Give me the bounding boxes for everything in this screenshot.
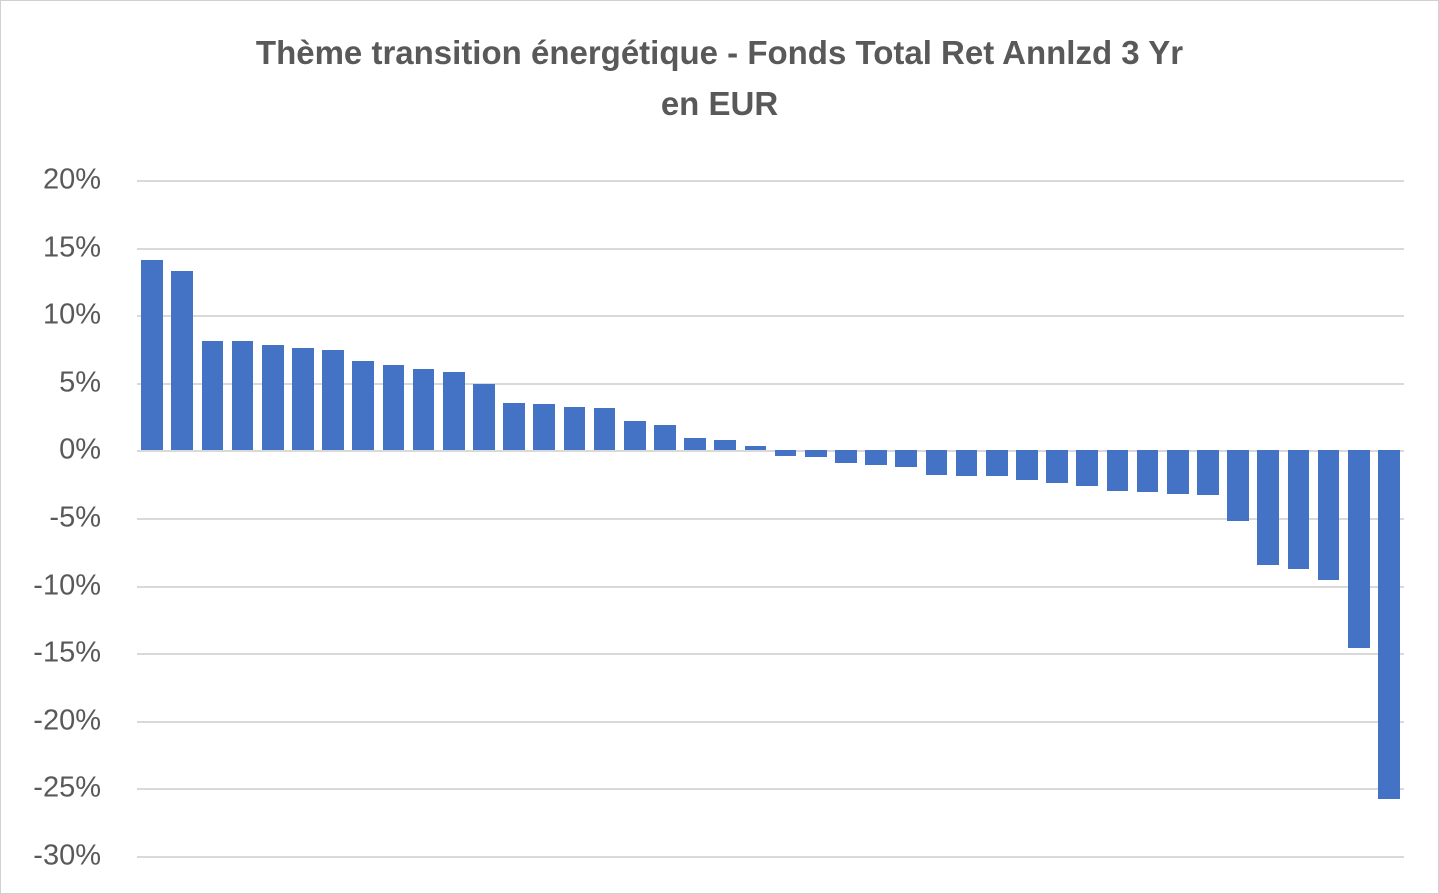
gridline xyxy=(137,788,1404,791)
bar xyxy=(533,404,556,451)
bar xyxy=(473,384,495,451)
bar xyxy=(865,450,887,466)
bar xyxy=(593,408,616,451)
bar xyxy=(563,407,586,451)
gridline xyxy=(137,180,1404,182)
bar xyxy=(895,450,918,467)
y-axis-tick-label: -20% xyxy=(33,704,101,737)
bar xyxy=(1227,450,1249,521)
gridline xyxy=(137,653,1404,656)
y-axis-tick-label: -25% xyxy=(33,771,101,804)
y-axis-tick-label: 20% xyxy=(42,163,101,196)
y-axis: 20% 15% 10% 5% 0% -5% -10% -15% -20% -25% -30% xyxy=(1,164,105,872)
gridline xyxy=(137,450,1404,453)
bar xyxy=(623,420,646,451)
gridline xyxy=(137,720,1404,723)
bar xyxy=(744,446,767,451)
bar xyxy=(201,340,224,451)
gridline xyxy=(137,382,1404,385)
y-axis-tick-label: 5% xyxy=(59,366,101,399)
bar xyxy=(1076,450,1099,486)
bar xyxy=(925,450,948,475)
bar xyxy=(684,438,706,451)
chart-title-line-2: en EUR xyxy=(660,85,779,123)
y-axis-tick-label: -15% xyxy=(33,636,101,669)
bar xyxy=(1046,450,1068,483)
bar xyxy=(292,347,314,451)
bar xyxy=(412,369,435,451)
bar xyxy=(1197,450,1219,495)
bar xyxy=(231,340,254,451)
bar xyxy=(141,259,163,451)
bar xyxy=(1136,450,1159,493)
bar xyxy=(1317,450,1340,581)
bar xyxy=(1378,450,1400,800)
y-axis-tick-label: -10% xyxy=(33,569,101,602)
bar xyxy=(804,450,827,458)
bar xyxy=(1166,450,1189,494)
y-axis-tick-label: 0% xyxy=(59,433,101,466)
bar xyxy=(1106,450,1129,491)
y-axis-tick-label: 10% xyxy=(42,298,101,331)
gridline xyxy=(137,247,1404,250)
bar xyxy=(955,450,978,477)
bar xyxy=(261,344,284,451)
bar xyxy=(1347,450,1370,648)
plot-area xyxy=(137,180,1404,858)
gridline xyxy=(137,585,1404,588)
bar xyxy=(322,350,344,451)
bar xyxy=(835,450,857,463)
bar xyxy=(774,450,797,456)
bar xyxy=(1016,450,1038,481)
y-axis-tick-label: -5% xyxy=(49,501,101,534)
chart-title: Thème transition énergétique - Fonds Tot… xyxy=(1,27,1438,129)
bar xyxy=(714,440,737,451)
bar xyxy=(382,365,405,451)
y-axis-tick-label: -30% xyxy=(33,839,101,872)
bar xyxy=(503,403,525,451)
y-axis-tick-label: 15% xyxy=(42,231,101,264)
bar xyxy=(654,424,676,451)
gridline xyxy=(137,315,1404,318)
bar xyxy=(442,371,465,451)
chart-title-line-1: Thème transition énergétique - Fonds Tot… xyxy=(255,34,1184,71)
gridline xyxy=(137,856,1404,858)
bar xyxy=(1257,450,1280,566)
bar xyxy=(985,450,1008,477)
bar xyxy=(352,361,375,451)
gridline xyxy=(137,518,1404,520)
bar xyxy=(1287,450,1310,570)
bar xyxy=(171,270,194,451)
